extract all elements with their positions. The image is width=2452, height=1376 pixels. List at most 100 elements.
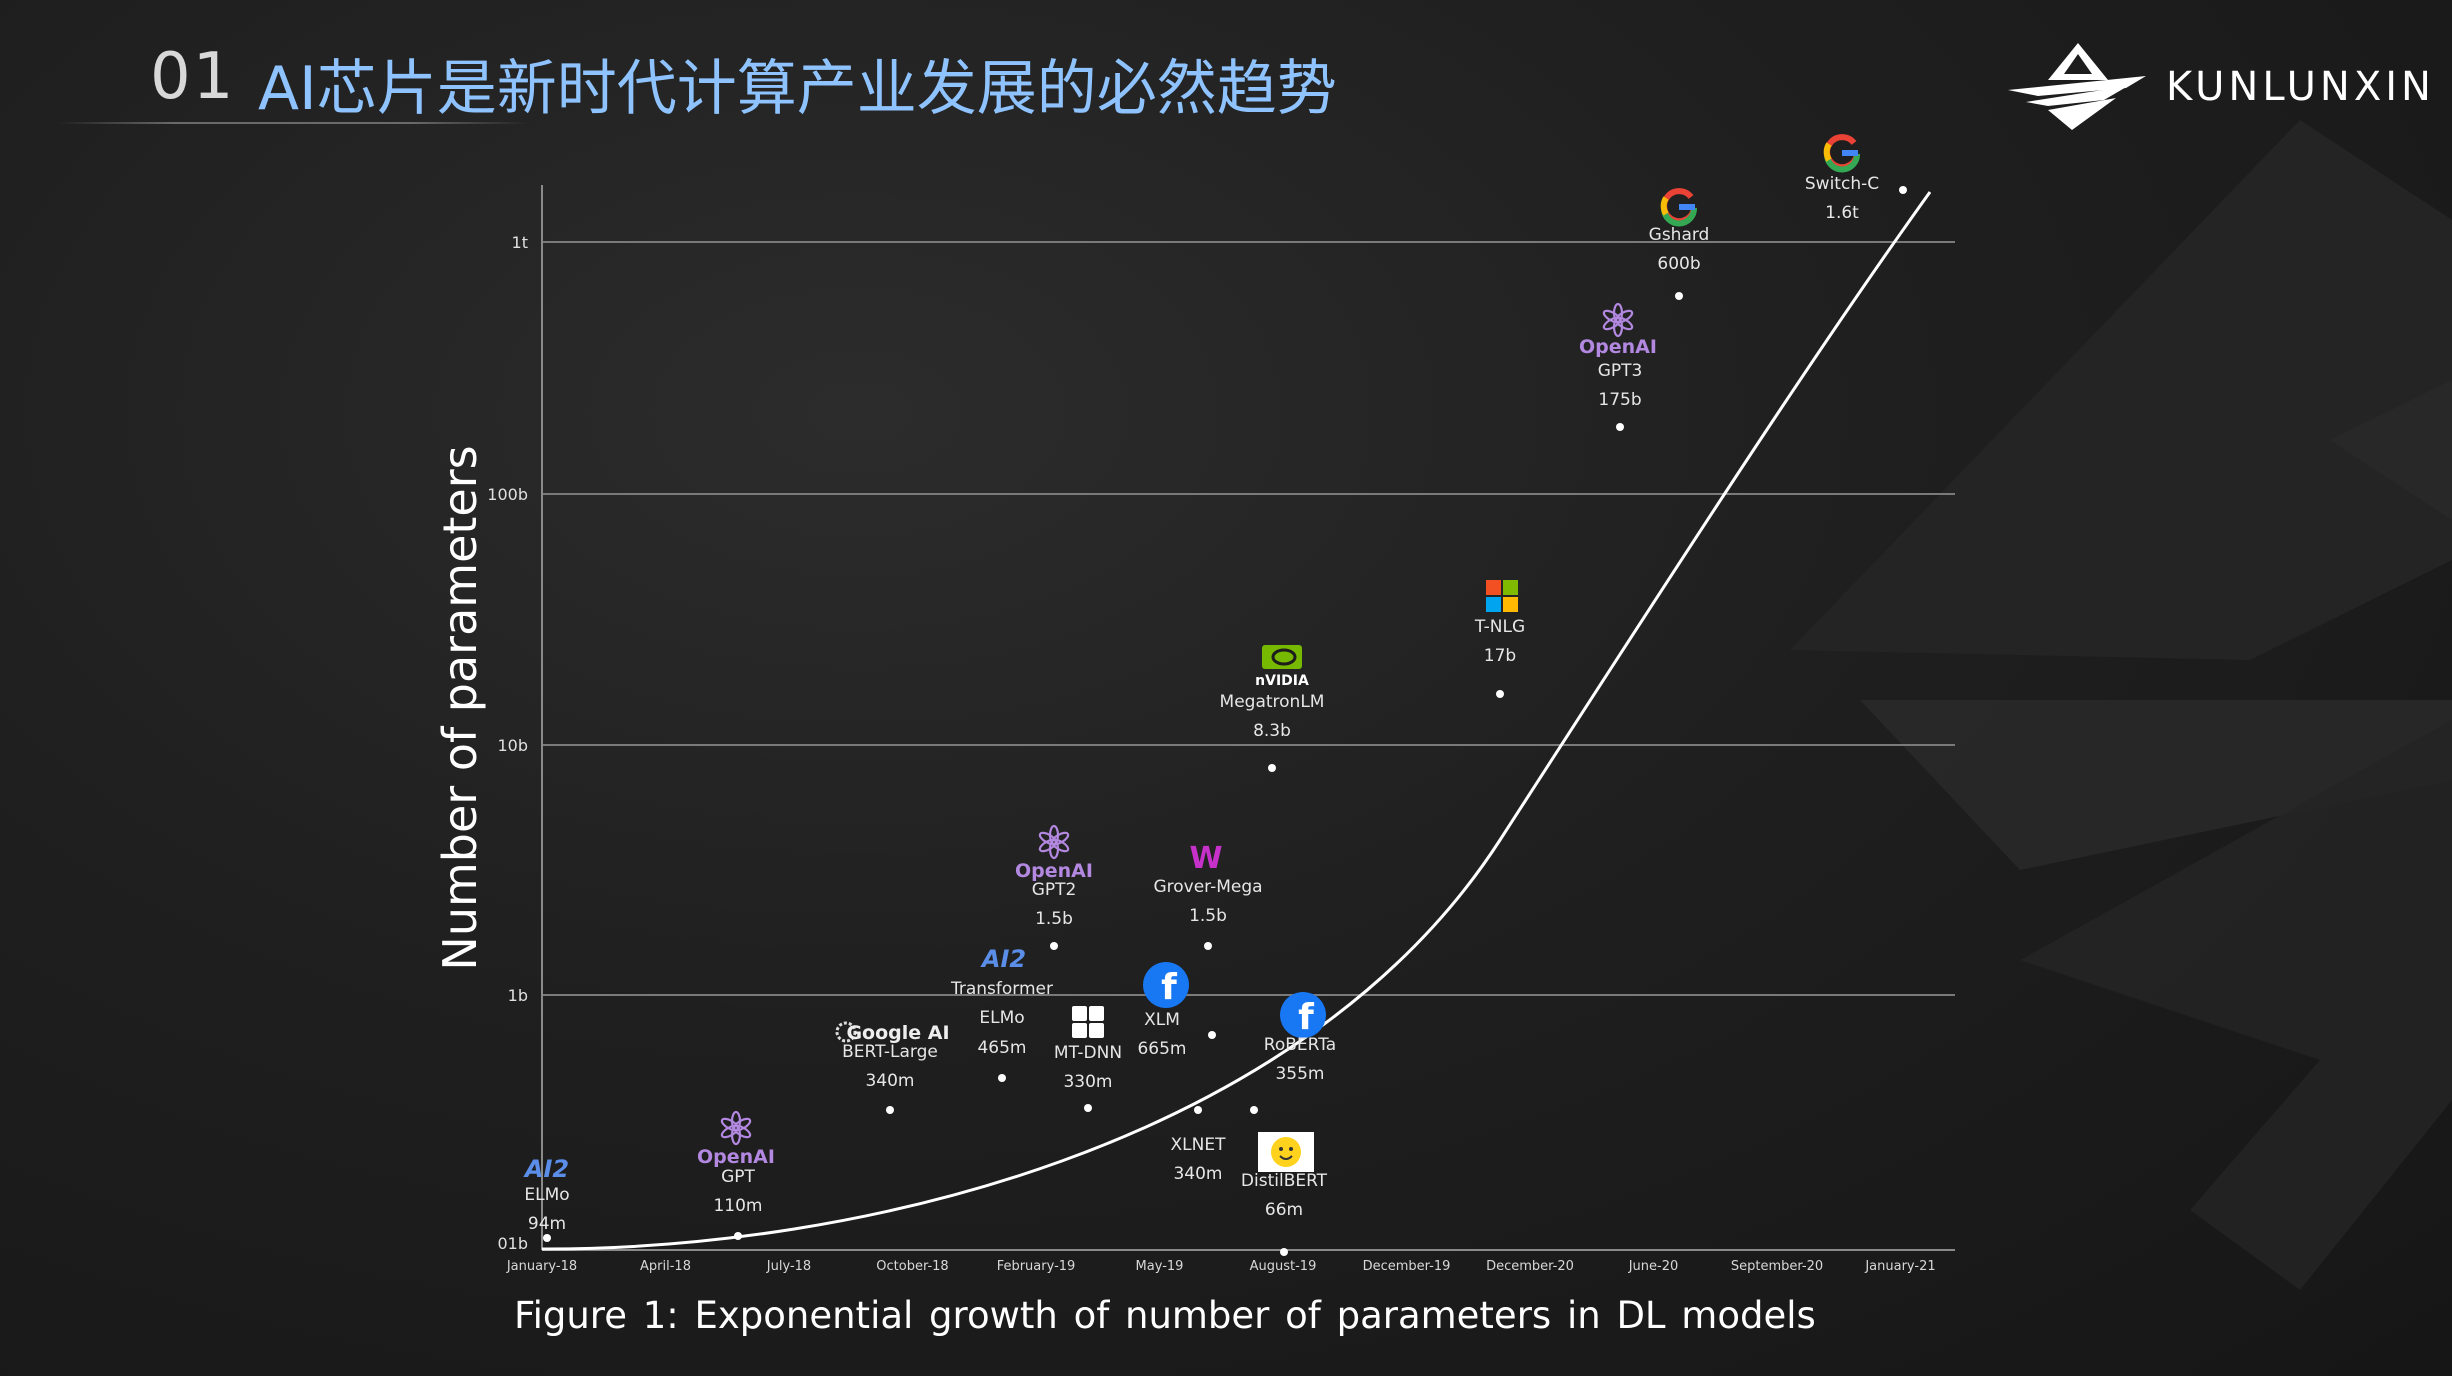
x-tick-label: February-19 — [997, 1259, 1076, 1274]
data-point-distilbert: DistilBERT 66m — [1241, 1132, 1328, 1256]
exponential-trend-curve — [541, 191, 1932, 1251]
grover-logo-icon: W — [1189, 841, 1222, 876]
param-label: 1.6t — [1825, 203, 1859, 223]
data-point-t-nlg: T-NLG 17b — [1474, 580, 1525, 698]
model-label: ELMo — [524, 1185, 569, 1205]
point-marker — [1084, 1104, 1092, 1112]
facebook-logo-icon: f — [1143, 962, 1189, 1008]
point-marker — [1208, 1031, 1216, 1039]
param-label: 94m — [528, 1214, 566, 1234]
param-label: 1.5b — [1035, 909, 1073, 929]
model-label: MegatronLM — [1220, 692, 1325, 712]
param-label: 355m — [1275, 1064, 1324, 1084]
point-marker — [1899, 186, 1907, 194]
data-point-transformer-elmo: AI2 Transformer ELMo 465m — [950, 945, 1053, 1082]
svg-text:AI2: AI2 — [523, 1155, 569, 1183]
x-tick-label: January-21 — [1864, 1259, 1935, 1274]
svg-text:nVIDIA: nVIDIA — [1255, 673, 1309, 689]
model-label: Switch-C — [1805, 174, 1879, 194]
y-tick-label: 1b — [508, 986, 528, 1005]
param-label: 330m — [1063, 1072, 1112, 1092]
hugging-face-logo-icon — [1258, 1132, 1314, 1172]
point-marker — [1268, 764, 1276, 772]
point-marker — [886, 1106, 894, 1114]
org-name: OpenAI — [697, 1146, 775, 1168]
ai2-logo-icon: AI2 — [980, 945, 1026, 973]
point-marker — [1050, 942, 1058, 950]
svg-text:f: f — [1161, 967, 1177, 1008]
y-axis-label: Number of parameters — [433, 445, 487, 971]
model-label: Transformer — [950, 979, 1053, 999]
x-tick-label: October-18 — [876, 1259, 948, 1274]
y-tick-label: 10b — [497, 736, 528, 755]
kunlunxin-mountain-logo-icon — [2008, 43, 2146, 130]
x-tick-label: September-20 — [1731, 1259, 1823, 1274]
facebook-logo-icon: f — [1280, 992, 1326, 1038]
data-point-gshard: Gshard 600b — [1649, 188, 1709, 300]
point-marker — [1496, 690, 1504, 698]
param-label: 1.5b — [1189, 906, 1227, 926]
model-label: ELMo — [979, 1008, 1024, 1028]
x-tick-label: December-19 — [1363, 1259, 1451, 1274]
google-logo-icon — [1660, 188, 1697, 227]
point-marker — [543, 1234, 551, 1242]
figure-caption: Figure 1: Exponential growth of number o… — [514, 1294, 1816, 1337]
trend-curve-layer — [541, 191, 1932, 1251]
model-label: T-NLG — [1474, 617, 1525, 637]
svg-text:f: f — [1298, 997, 1314, 1038]
openai-logo-icon — [720, 1110, 752, 1146]
org-name: OpenAI — [1015, 860, 1093, 882]
openai-logo-icon — [1602, 302, 1634, 338]
model-label: BERT-Large — [842, 1042, 938, 1062]
page-title: AI芯片是新时代计算产业发展的必然趋势 — [258, 54, 1337, 124]
y-tick-label: 1t — [512, 233, 528, 252]
data-point-mt-dnn: MT-DNN 330m — [1054, 1006, 1122, 1112]
model-label: Grover-Mega — [1153, 877, 1262, 897]
microsoft-logo-icon — [1072, 1006, 1104, 1038]
param-label: 465m — [977, 1038, 1026, 1058]
point-marker — [1250, 1106, 1258, 1114]
point-marker — [1194, 1106, 1202, 1114]
model-label: MT-DNN — [1054, 1043, 1122, 1063]
model-label: GPT — [721, 1167, 755, 1187]
chart-axes: 01b 1b 10b 100b 1t January-18 April-18 July-18 O… — [487, 185, 1955, 1274]
x-tick-label: July-18 — [766, 1259, 811, 1274]
x-tick-label: June-20 — [1628, 1259, 1679, 1274]
google-logo-icon — [1823, 134, 1860, 173]
microsoft-logo-icon — [1486, 580, 1518, 612]
data-point-switch-c: Switch-C 1.6t — [1805, 134, 1907, 223]
model-label: RoBERTa — [1264, 1035, 1336, 1055]
data-point-xlnet: XLNET 340m — [1171, 1106, 1226, 1184]
data-point-megatronlm: nVIDIA MegatronLM 8.3b — [1220, 645, 1325, 772]
model-label: XLM — [1144, 1010, 1180, 1030]
point-marker — [998, 1074, 1006, 1082]
chart-grid — [542, 241, 1955, 996]
brand-name: KUNLUNXIN — [2166, 64, 2435, 110]
param-label: 340m — [1173, 1164, 1222, 1184]
param-label: 175b — [1598, 390, 1641, 410]
param-label: 17b — [1484, 646, 1516, 666]
header-divider — [58, 122, 528, 124]
svg-text:W: W — [1189, 841, 1222, 876]
section-number: 01 — [150, 40, 236, 114]
x-tick-label: April-18 — [640, 1259, 691, 1274]
x-tick-label: August-19 — [1250, 1259, 1317, 1274]
x-tick-label: May-19 — [1136, 1259, 1184, 1274]
point-marker — [1280, 1248, 1288, 1256]
y-tick-label: 100b — [487, 485, 528, 504]
model-label: GPT3 — [1598, 361, 1643, 381]
param-label: 600b — [1657, 254, 1700, 274]
x-tick-label: December-20 — [1486, 1259, 1574, 1274]
x-tick-label: January-18 — [506, 1259, 577, 1274]
y-tick-label: 01b — [497, 1234, 528, 1253]
point-marker — [1616, 423, 1624, 431]
model-label: DistilBERT — [1241, 1171, 1328, 1191]
